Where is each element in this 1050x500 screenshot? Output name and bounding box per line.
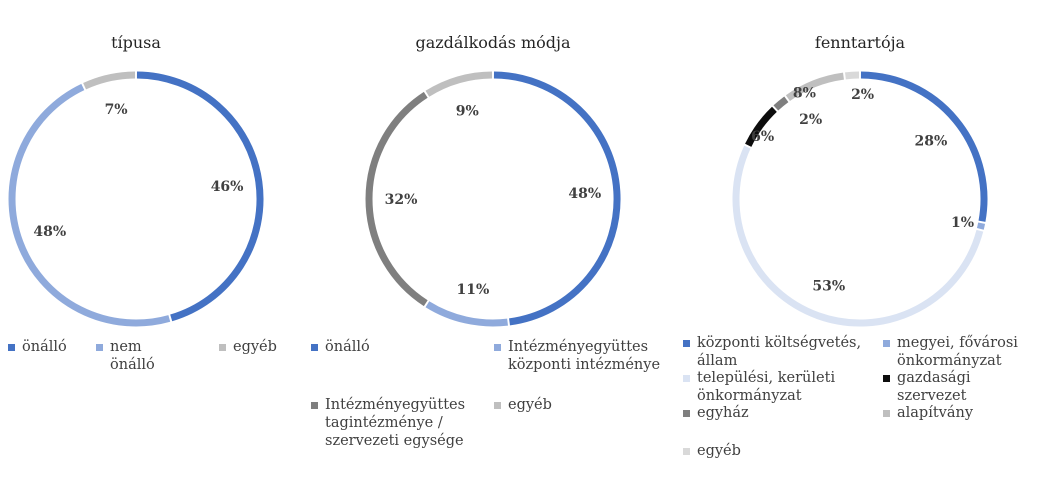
- legend-swatch: [683, 448, 690, 455]
- data-label: 2%: [799, 112, 822, 128]
- legend-item-egyhaz: egyház: [683, 404, 749, 422]
- legend-label: egyház: [697, 405, 749, 421]
- donut-segment: [365, 91, 428, 307]
- data-label: 2%: [851, 87, 874, 103]
- chart-2-title: gazdálkodás módja: [415, 33, 571, 52]
- legend-swatch: [96, 344, 103, 351]
- legend-item-onallo: önálló: [311, 338, 370, 356]
- legend-swatch: [683, 375, 690, 382]
- legend-swatch: [683, 340, 690, 347]
- legend-swatch: [8, 344, 15, 351]
- data-label: 11%: [457, 282, 490, 298]
- data-label: 48%: [33, 224, 66, 240]
- legend-swatch: [219, 344, 226, 351]
- legend-label: gazdasági szervezet: [897, 370, 971, 404]
- legend-swatch: [494, 402, 501, 409]
- legend-item-kozponti-koltsegvetes: központi költségvetés, állam: [683, 334, 868, 370]
- legend-swatch: [494, 344, 501, 351]
- legend-item-kozponti-intezmeny: Intézményegyüttes központi intézménye: [494, 338, 669, 374]
- legend-label: egyéb: [508, 397, 552, 413]
- legend-label: alapítvány: [897, 405, 974, 421]
- data-label: 7%: [105, 102, 128, 118]
- donut-segment: [425, 71, 493, 97]
- donut-segment: [136, 71, 264, 322]
- legend-label: Intézményegyüttes központi intézménye: [508, 339, 661, 373]
- legend-item-telepulesi-onkormanyzat: települési, kerületi önkormányzat: [683, 369, 848, 405]
- donut-segment: [785, 72, 845, 101]
- legend-swatch: [311, 402, 318, 409]
- legend-label: önálló: [325, 339, 370, 355]
- legend-label: egyéb: [233, 339, 277, 355]
- donut-segment: [425, 301, 508, 327]
- data-label: 6%: [751, 129, 774, 145]
- legend-swatch: [683, 410, 690, 417]
- donut-segment: [493, 71, 621, 326]
- legend-item-gazdasagi-szervezet: gazdasági szervezet: [883, 369, 971, 405]
- legend-item-tagintezmeny: Intézményegyüttes tagintézménye / szerve…: [311, 396, 476, 450]
- legend-label: nem önálló: [110, 339, 155, 373]
- legend-label: Intézményegyüttes tagintézménye / szerve…: [325, 397, 466, 449]
- legend-label: egyéb: [697, 443, 741, 459]
- legend-swatch: [883, 375, 890, 382]
- legend-item-megyei-onkormanyzat: megyei, fővárosi önkormányzat: [883, 334, 1033, 370]
- data-label: 46%: [211, 179, 244, 195]
- data-label: 9%: [456, 104, 479, 120]
- data-label: 48%: [568, 186, 601, 202]
- donut-segment: [732, 145, 984, 327]
- legend-label: központi költségvetés, állam: [697, 335, 862, 369]
- legend-swatch: [311, 344, 318, 351]
- legend-item-onallo: önálló: [8, 338, 67, 356]
- legend-swatch: [883, 410, 890, 417]
- donut-segment: [8, 83, 171, 327]
- data-label: 8%: [793, 86, 816, 102]
- legend-item-egyeb: egyéb: [494, 396, 552, 414]
- donut-segment: [83, 71, 136, 90]
- legend-item-egyeb: egyéb: [683, 442, 741, 460]
- data-label: 28%: [915, 133, 948, 149]
- legend-label: önálló: [22, 339, 67, 355]
- donut-segment: [845, 71, 860, 80]
- data-label: 32%: [385, 192, 418, 208]
- legend-swatch: [883, 340, 890, 347]
- chart-1-title: típusa: [111, 33, 161, 52]
- legend-item-nem-onallo: nem önálló: [96, 338, 155, 374]
- data-label: 53%: [812, 279, 845, 295]
- donut-segment: [860, 71, 988, 222]
- data-label: 1%: [951, 215, 974, 231]
- chart-3-title: fenntartója: [815, 33, 906, 52]
- donut-segment: [773, 96, 789, 111]
- donut-segment: [745, 106, 777, 147]
- legend-label: települési, kerületi önkormányzat: [697, 370, 836, 404]
- legend-item-egyeb: egyéb: [219, 338, 277, 356]
- donut-segment: [976, 222, 986, 230]
- legend-label: megyei, fővárosi önkormányzat: [897, 335, 1018, 369]
- legend-item-alapitvany: alapítvány: [883, 404, 973, 422]
